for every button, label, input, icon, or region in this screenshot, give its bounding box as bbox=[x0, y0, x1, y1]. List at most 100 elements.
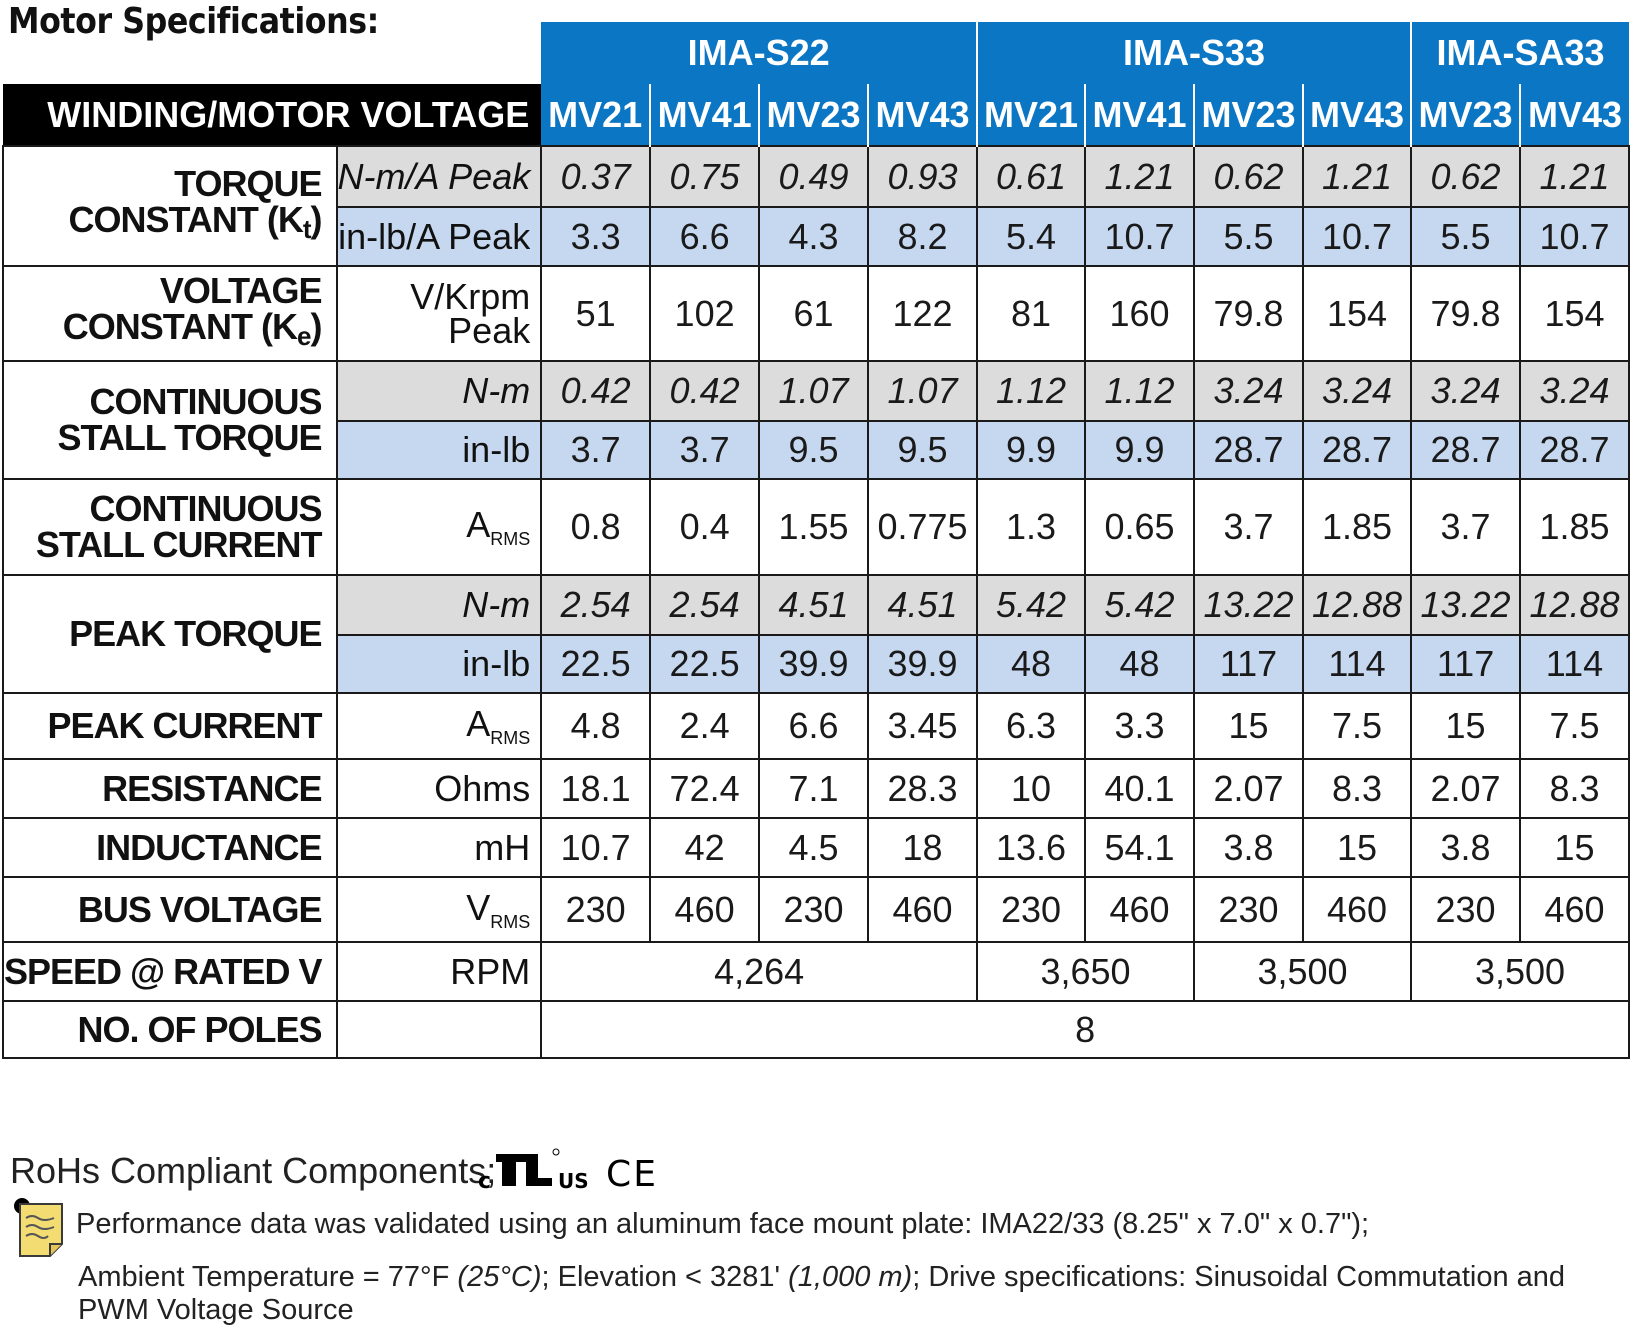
row-label-inductance: INDUCTANCE bbox=[2, 817, 338, 878]
value-cell: 61 bbox=[758, 265, 870, 362]
group-header-ima-s33: IMA-S33 bbox=[977, 22, 1413, 84]
column-header: MV41 bbox=[649, 84, 760, 146]
unit-cell: VRMS bbox=[335, 876, 543, 943]
value-cell: 5.42 bbox=[1084, 574, 1196, 636]
value-cell: 79.8 bbox=[1410, 265, 1522, 362]
value-cell: 230 bbox=[1193, 876, 1304, 943]
value-cell: 3.7 bbox=[1193, 478, 1304, 576]
value-cell: 117 bbox=[1410, 634, 1522, 694]
unit-cell: in-lb/A Peak bbox=[335, 206, 543, 267]
value-cell: 4.3 bbox=[758, 206, 870, 267]
unit-cell: N-m bbox=[335, 574, 543, 636]
certification-logos: c US CE bbox=[478, 1148, 656, 1195]
ul-c-mark: c bbox=[478, 1169, 491, 1194]
value-cell: 6.6 bbox=[649, 206, 761, 267]
table-row: PEAK CURRENT ARMS 4.8 2.4 6.6 3.45 6.3 3… bbox=[2, 692, 1630, 760]
value-cell: 460 bbox=[1301, 876, 1413, 943]
value-cell: 7.5 bbox=[1301, 692, 1413, 760]
value-cell: 3.7 bbox=[540, 420, 652, 480]
value-cell: 28.3 bbox=[867, 758, 979, 819]
row-label-voltage-constant: VOLTAGE CONSTANT (Ke) bbox=[2, 265, 338, 362]
value-cell: 0.93 bbox=[867, 145, 979, 208]
unit-cell: N-m/A Peak bbox=[335, 145, 543, 208]
value-cell: 7.5 bbox=[1519, 692, 1630, 760]
value-cell: 12.88 bbox=[1301, 574, 1413, 636]
value-cell: 154 bbox=[1519, 265, 1630, 362]
value-cell: 13.22 bbox=[1410, 574, 1522, 636]
ce-mark-icon: CE bbox=[606, 1154, 656, 1195]
row-label-peak-current: PEAK CURRENT bbox=[2, 692, 338, 760]
value-cell: 15 bbox=[1193, 692, 1304, 760]
value-cell: 13.22 bbox=[1193, 574, 1304, 636]
unit-cell: N-m bbox=[335, 360, 543, 422]
value-cell: 5.4 bbox=[976, 206, 1087, 267]
value-cell: 4.51 bbox=[758, 574, 870, 636]
test-note: Performance data was validated using an … bbox=[76, 1208, 1370, 1240]
column-header: MV23 bbox=[1410, 84, 1521, 146]
value-cell: 160 bbox=[1084, 265, 1196, 362]
row-label-poles: NO. OF POLES bbox=[2, 1000, 338, 1059]
value-cell: 6.3 bbox=[976, 692, 1087, 760]
motor-spec-table: IMA-S22 IMA-S33 IMA-SA33 WINDING/MOTOR V… bbox=[2, 22, 1630, 1059]
value-cell: 3.45 bbox=[867, 692, 979, 760]
value-cell: 114 bbox=[1301, 634, 1413, 694]
value-cell: 0.61 bbox=[976, 145, 1087, 208]
value-cell: 1.3 bbox=[976, 478, 1087, 576]
value-cell: 1.85 bbox=[1519, 478, 1630, 576]
table-row: RESISTANCE Ohms 18.1 72.4 7.1 28.3 10 40… bbox=[2, 758, 1630, 819]
table-row: PEAK TORQUE N-m 2.54 2.54 4.51 4.51 5.42… bbox=[2, 574, 1630, 694]
value-cell: 15 bbox=[1410, 692, 1522, 760]
value-cell: 0.775 bbox=[867, 478, 979, 576]
value-cell: 28.7 bbox=[1301, 420, 1413, 480]
value-cell: 1.12 bbox=[1084, 360, 1196, 422]
value-cell: 4.8 bbox=[540, 692, 652, 760]
value-cell: 48 bbox=[1084, 634, 1196, 694]
value-cell: 3.24 bbox=[1301, 360, 1413, 422]
value-cell: 0.65 bbox=[1084, 478, 1196, 576]
value-cell: 1.07 bbox=[867, 360, 979, 422]
table-row: in-lb 22.5 22.5 39.9 39.9 48 48 117 114 … bbox=[3, 634, 1630, 694]
value-cell: 15 bbox=[1301, 817, 1413, 878]
row-label-bus-voltage: BUS VOLTAGE bbox=[2, 876, 338, 943]
rohs-note: RoHs Compliant Components; bbox=[10, 1150, 497, 1191]
value-cell: 54.1 bbox=[1084, 817, 1196, 878]
value-cell: 460 bbox=[1084, 876, 1196, 943]
table-row: in-lb 3.7 3.7 9.5 9.5 9.9 9.9 28.7 28.7 … bbox=[3, 420, 1630, 480]
unit-cell bbox=[335, 1000, 543, 1059]
value-cell: 460 bbox=[649, 876, 761, 943]
value-cell: 5.5 bbox=[1193, 206, 1304, 267]
value-cell: 79.8 bbox=[1193, 265, 1304, 362]
value-cell: 39.9 bbox=[758, 634, 870, 694]
unit-cell: Ohms bbox=[335, 758, 543, 819]
group-header-ima-s22: IMA-S22 bbox=[541, 22, 979, 84]
winding-voltage-header: WINDING/MOTOR VOLTAGE bbox=[3, 84, 542, 146]
value-cell: 13.6 bbox=[976, 817, 1087, 878]
value-cell: 102 bbox=[649, 265, 761, 362]
value-cell: 230 bbox=[758, 876, 870, 943]
value-cell: 2.07 bbox=[1410, 758, 1522, 819]
value-cell: 3.24 bbox=[1410, 360, 1522, 422]
table-row: TORQUE CONSTANT (Kt) N-m/A Peak 0.37 0.7… bbox=[2, 145, 1630, 267]
row-label-resistance: RESISTANCE bbox=[2, 758, 338, 819]
value-cell: 18 bbox=[867, 817, 979, 878]
note-paper-icon bbox=[14, 1198, 63, 1257]
winding-header-row: WINDING/MOTOR VOLTAGE MV21 MV41 MV23 MV4… bbox=[3, 84, 1629, 146]
unit-cell: V/Krpm Peak bbox=[335, 265, 543, 362]
value-cell: 0.49 bbox=[758, 145, 870, 208]
value-cell: 2.54 bbox=[649, 574, 761, 636]
value-cell: 1.21 bbox=[1519, 145, 1630, 208]
ambient-note: Ambient Temperature = 77°F (25°C); Eleva… bbox=[78, 1261, 1566, 1326]
table-row: NO. OF POLES 8 bbox=[2, 1000, 1630, 1059]
value-cell: 4.51 bbox=[867, 574, 979, 636]
value-cell: 8.3 bbox=[1519, 758, 1630, 819]
value-cell: 1.12 bbox=[976, 360, 1087, 422]
column-header: MV43 bbox=[1301, 84, 1412, 146]
value-cell: 3.3 bbox=[1084, 692, 1196, 760]
column-header: MV43 bbox=[867, 84, 978, 146]
column-header: MV43 bbox=[1519, 84, 1629, 146]
value-cell: 10.7 bbox=[1301, 206, 1413, 267]
column-header: MV41 bbox=[1084, 84, 1195, 146]
value-cell: 230 bbox=[976, 876, 1087, 943]
value-cell: 9.5 bbox=[867, 420, 979, 480]
column-header: MV23 bbox=[1193, 84, 1303, 146]
